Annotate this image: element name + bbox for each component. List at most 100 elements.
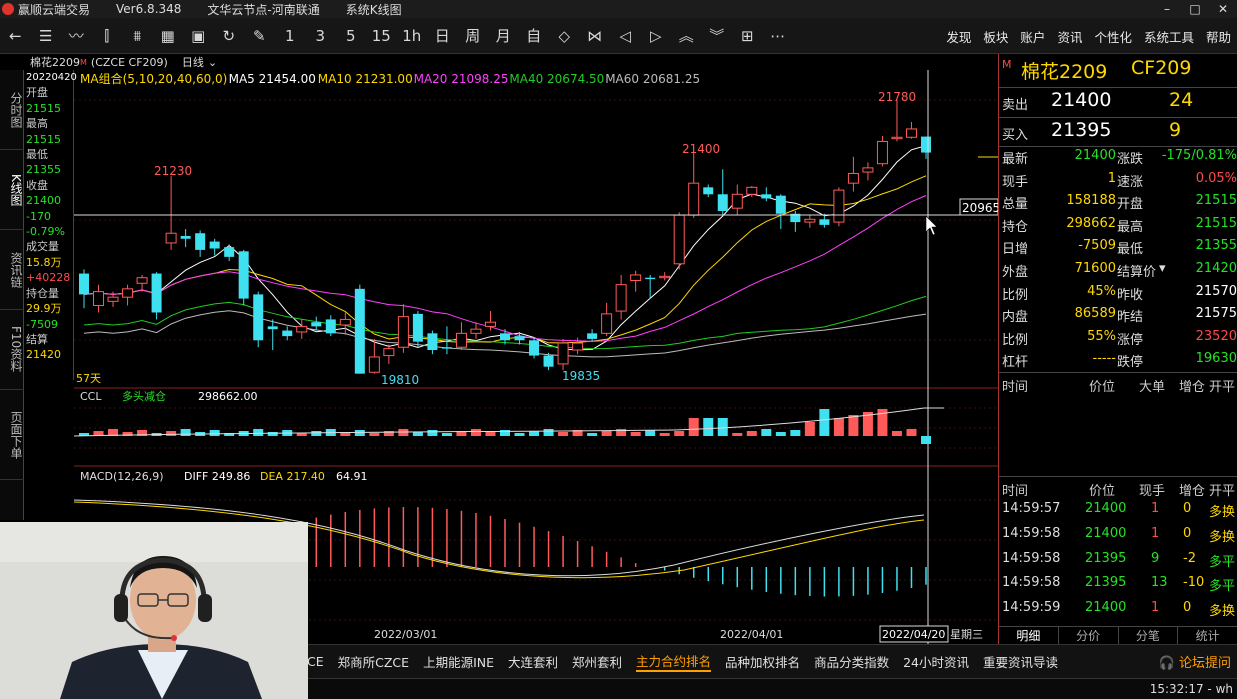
quote-value: 21575 [1195, 306, 1237, 322]
period-15min[interactable]: 15 [371, 26, 391, 45]
tab-zhengzhou-arb[interactable]: 郑州套利 [572, 655, 623, 670]
down-icon[interactable]: ︾ [709, 26, 725, 45]
info-value: 21355 [26, 163, 61, 177]
tab-dalian-arb[interactable]: 大连套利 [508, 655, 559, 670]
menu-news[interactable]: 资讯 [1057, 29, 1083, 45]
candle-body-down [529, 340, 540, 356]
forum-button[interactable]: 🎧 论坛提问 [1159, 652, 1231, 671]
grid-chart-icon[interactable]: ▦ [160, 26, 175, 45]
candle-body-up [93, 291, 105, 307]
candle-body-up [688, 182, 700, 216]
candle-body-up [746, 186, 758, 195]
period-month[interactable]: 月 [495, 26, 511, 45]
tab-key-news[interactable]: 重要资讯导读 [982, 655, 1058, 670]
back-arrow-icon[interactable]: ← [8, 26, 22, 45]
tab-timeshare[interactable]: 分时图 [0, 70, 24, 150]
menu-tools[interactable]: 系统工具 [1143, 29, 1194, 45]
close-icon[interactable]: ✕ [1217, 2, 1229, 16]
quote-row: 最新 21400 涨跌 -175/0.81% [999, 148, 1237, 170]
mouse-cursor-icon [925, 215, 938, 236]
macd-legend-name: MACD(12,26,9) [80, 470, 164, 483]
high-label-3: 21780 [878, 90, 916, 104]
menu-discover[interactable]: 发现 [946, 29, 972, 45]
list-icon[interactable]: ☰ [39, 26, 53, 45]
contract-code: (CZCE CF209) [90, 55, 168, 69]
big-order-header: 时间 价位 大单 增仓 开平 [999, 376, 1237, 401]
tab-24h-news[interactable]: 24小时资讯 [903, 655, 969, 670]
period-day[interactable]: 日 [434, 26, 450, 45]
info-label: 收盘 [26, 178, 48, 192]
detail-tab[interactable]: 分笔 [1119, 627, 1179, 644]
volume-bar [470, 429, 481, 436]
info-value: 21515 [26, 101, 61, 115]
info-label: 最高 [26, 117, 48, 131]
save-icon[interactable]: ▣ [191, 26, 206, 45]
tab-main-contract-rank[interactable]: 主力合约排名 [636, 651, 712, 672]
menu-account[interactable]: 账户 [1020, 29, 1046, 45]
volume-bar [819, 409, 830, 436]
candle-body-up [470, 328, 482, 334]
tick-cell: 21400 [1085, 600, 1127, 616]
high-label-1: 21230 [154, 164, 192, 178]
detail-tab[interactable]: 分价 [1059, 627, 1119, 644]
bid-price[interactable]: 21395 [1051, 119, 1112, 141]
draw-icon[interactable]: ✎ [252, 26, 266, 45]
tab-ce[interactable]: CE [307, 654, 324, 669]
candle-body-down [267, 326, 278, 330]
tick-cell: 21400 [1085, 501, 1127, 516]
kline-chart[interactable]: MA组合(5,10,20,40,60,0) MA5 21454.00 MA10 21… [74, 70, 998, 644]
quote-key: 跌停 [1117, 355, 1144, 371]
up-icon[interactable]: ︽ [678, 26, 694, 45]
ask-price[interactable]: 21400 [1051, 89, 1112, 111]
menu-help[interactable]: 帮助 [1205, 29, 1231, 45]
period-1h[interactable]: 1h [402, 26, 422, 45]
period-5min[interactable]: 5 [345, 26, 356, 45]
candle-icon[interactable]: ⫿ [104, 26, 110, 45]
quote-row: 现手 1 速涨 0.05% [999, 171, 1237, 193]
tab-order[interactable]: 页面下单 [0, 390, 24, 480]
candle-alt-icon[interactable]: ⩩ [133, 26, 142, 45]
candle-body-up [731, 193, 743, 209]
period-selector[interactable]: 日线 [181, 56, 204, 69]
quote-row: 持仓 298662 最高 21515 [999, 216, 1237, 238]
menu-personalize[interactable]: 个性化 [1094, 29, 1132, 45]
volume-bar [674, 431, 685, 436]
chart-svg[interactable]: MA组合(5,10,20,40,60,0) MA5 21454.00 MA10 21… [74, 70, 998, 644]
volume-bar [833, 418, 844, 436]
detail-tab[interactable]: 明细 [999, 627, 1059, 644]
ccl-legend-value: 298662.00 [198, 390, 258, 403]
server-node[interactable]: 文华云节点-河南联通 [207, 2, 320, 17]
period-3min[interactable]: 3 [315, 26, 326, 45]
tab-news-chain[interactable]: 资讯链 [0, 230, 24, 310]
layout-icon[interactable]: ⊞ [740, 26, 754, 45]
right-icon[interactable]: ▷ [649, 26, 662, 45]
line-chart-icon[interactable]: 〰 [68, 26, 84, 45]
quote-row: 比例 45% 昨收 21570 [999, 284, 1237, 306]
tab-czce[interactable]: 郑商所CZCE [337, 655, 410, 670]
dropdown-icon[interactable]: ▾ [1159, 261, 1166, 276]
minimize-icon[interactable]: – [1164, 2, 1170, 16]
refresh-icon[interactable]: ↻ [222, 26, 236, 45]
left-icon[interactable]: ◁ [619, 26, 632, 45]
shrink-icon[interactable]: ◇ [558, 26, 571, 45]
period-week[interactable]: 周 [465, 26, 481, 45]
maximize-icon[interactable]: □ [1189, 2, 1201, 16]
candle-body-up [615, 284, 627, 312]
tab-kline[interactable]: K线图 [0, 150, 24, 230]
info-value: 21400 [26, 194, 61, 208]
tab-f10[interactable]: F10资料 [0, 310, 24, 390]
tab-category-index[interactable]: 商品分类指数 [814, 655, 890, 670]
quote-value: 71600 [1074, 261, 1116, 276]
candle-body-up [891, 136, 903, 140]
more-icon[interactable]: ⋯ [770, 26, 786, 45]
expand-icon[interactable]: ⋈ [587, 26, 603, 45]
tab-ine[interactable]: 上期能源INE [423, 655, 494, 670]
period-custom[interactable]: 自 [526, 26, 542, 45]
period-1min[interactable]: 1 [284, 26, 295, 45]
quote-key: 结算价 [1117, 265, 1157, 280]
menu-sector[interactable]: 板块 [983, 29, 1009, 45]
detail-tab[interactable]: 统计 [1178, 627, 1237, 644]
tab-weighted-rank[interactable]: 品种加权排名 [725, 655, 801, 670]
chevron-down-icon[interactable]: ⌄ [207, 55, 218, 69]
tick-row: 14:59:59 21400 1 0 多换 [999, 600, 1237, 625]
